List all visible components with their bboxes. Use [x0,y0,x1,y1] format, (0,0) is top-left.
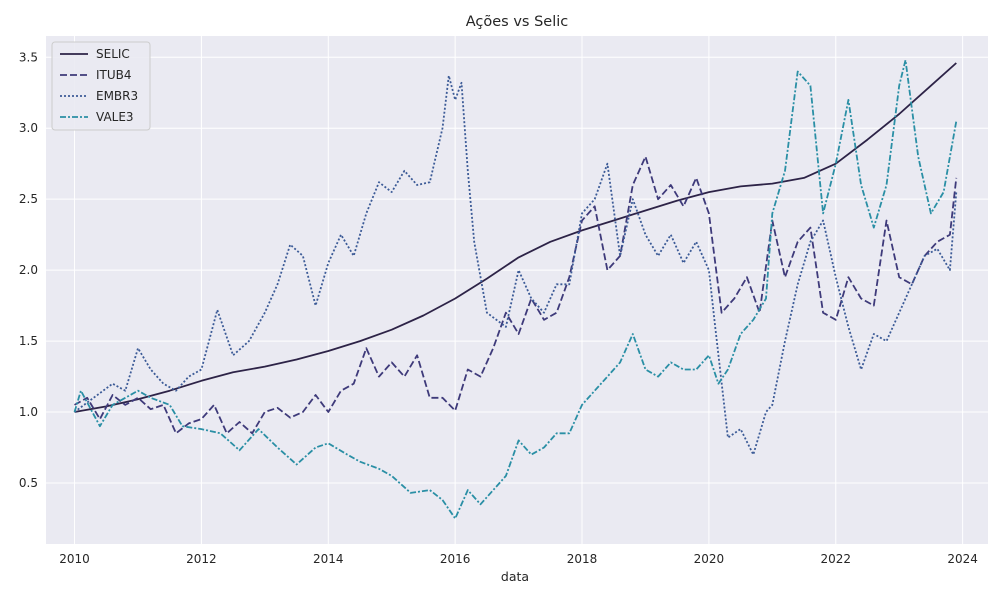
grid [46,36,988,544]
series-line-vale3 [73,59,958,520]
x-tick-label: 2012 [186,552,217,566]
legend-label-itub4: ITUB4 [96,68,132,82]
x-tick-label: 2020 [694,552,725,566]
y-tick-label: 1.0 [19,405,38,419]
x-tick-label: 2024 [947,552,978,566]
y-tick-label: 2.0 [19,263,38,277]
y-tick-label: 0.5 [19,476,38,490]
y-tick-label: 1.5 [19,334,38,348]
x-tick-labels: 2010 2012 2014 2016 2018 2020 2022 2024 [59,552,978,566]
x-tick-label: 2010 [59,552,90,566]
y-tick-labels: 0.5 1.0 1.5 2.0 2.5 3.0 3.5 [19,50,38,490]
chart-title: Ações vs Selic [466,14,569,30]
legend: SELIC ITUB4 EMBR3 VALE3 [51,41,151,131]
legend-label-embr3: EMBR3 [96,89,138,103]
x-tick-label: 2016 [440,552,471,566]
legend-label-vale3: VALE3 [96,110,134,124]
y-tick-label: 3.5 [19,50,38,64]
legend-box [51,41,151,131]
series-lines [73,59,958,520]
x-axis-label: data [501,569,529,584]
legend-label-selic: SELIC [96,47,130,61]
y-tick-label: 3.0 [19,121,38,135]
series-line-embr3 [73,74,958,456]
y-tick-label: 2.5 [19,192,38,206]
x-tick-label: 2018 [567,552,598,566]
x-tick-label: 2014 [313,552,344,566]
x-tick-label: 2022 [820,552,851,566]
series-line-itub4 [74,155,958,435]
series-line-selic [74,62,957,413]
plot-area [46,36,988,544]
